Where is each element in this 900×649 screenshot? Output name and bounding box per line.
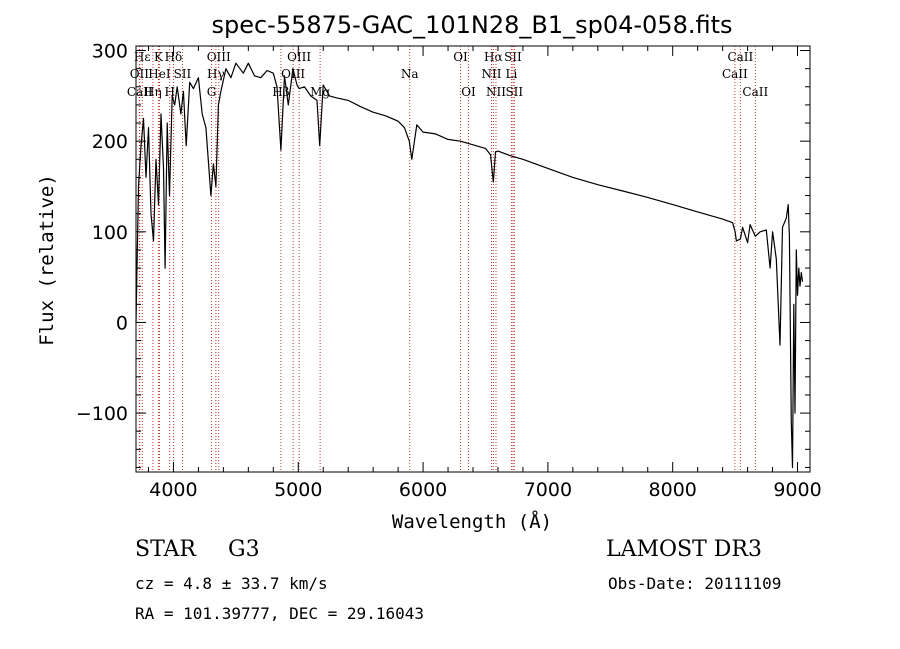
x-tick-label: 5000 <box>274 479 322 501</box>
spectral-line-label: G <box>207 85 217 99</box>
spectral-line-label: SII <box>504 50 522 64</box>
chart-title: spec-55875-GAC_101N28_B1_sp04-058.fits <box>211 11 732 39</box>
spectral-line-label: NII <box>481 67 501 81</box>
spectral-line-label: K <box>154 50 164 64</box>
spectral-line-label: Na <box>401 67 419 81</box>
y-tick-label: 200 <box>92 131 128 153</box>
y-axis: −100 0 100 200 300 <box>76 41 810 468</box>
object-class: STAR <box>135 537 196 562</box>
x-tick-label: 6000 <box>399 479 447 501</box>
spectral-line-label: OIII <box>287 50 311 64</box>
y-tick-label: 300 <box>92 41 128 63</box>
y-tick-label: −100 <box>76 403 128 425</box>
spectrum-layer <box>135 62 804 469</box>
object-subclass: G3 <box>228 537 260 562</box>
plot-frame <box>135 45 811 473</box>
spectral-line-label: NII <box>486 85 506 99</box>
y-axis-label: Flux (relative) <box>36 174 58 346</box>
survey-name: LAMOST DR3 <box>606 537 762 562</box>
spectral-line-label: SII <box>505 85 523 99</box>
redshift-readout: cz = 4.8 ± 33.7 km/s <box>135 574 328 593</box>
spectral-line-label: Hε <box>134 50 151 64</box>
x-tick-label: 8000 <box>649 479 697 501</box>
coordinates: RA = 101.39777, DEC = 29.16043 <box>135 604 424 623</box>
spectral-line-label: CaII <box>727 50 753 64</box>
spectrum-series-line <box>135 62 804 469</box>
spectral-line-label: OIII <box>281 67 305 81</box>
x-tick-label: 7000 <box>524 479 572 501</box>
spectral-line-label: SII <box>174 67 192 81</box>
obs-date: Obs-Date: 20111109 <box>608 574 782 593</box>
spectral-line-label: OI <box>461 85 476 99</box>
spectral-line-label: CaII <box>742 85 768 99</box>
spectral-line-label: OI <box>453 50 468 64</box>
spectral-line-label: Li <box>506 67 518 81</box>
x-tick-label: 9000 <box>773 479 821 501</box>
x-axis-label: Wavelength (Å) <box>392 510 552 533</box>
y-tick-label: 0 <box>116 312 128 334</box>
spectral-line-label: H <box>164 85 174 99</box>
x-tick-label: 4000 <box>149 479 197 501</box>
spectral-line-label: Hα <box>484 50 503 64</box>
spectral-line-label: Hη <box>144 85 162 99</box>
spectral-line-label: HeI <box>148 67 171 81</box>
spectral-line-label: Hγ <box>207 67 225 81</box>
spectral-line-label: CaII <box>722 67 748 81</box>
spectral-line-label: OIII <box>207 50 231 64</box>
y-tick-label: 100 <box>92 222 128 244</box>
spectral-line-label: Hδ <box>165 50 183 64</box>
x-axis: 4000 5000 6000 7000 8000 9000 <box>147 46 822 501</box>
spectral-line-label: CaII <box>127 85 153 99</box>
